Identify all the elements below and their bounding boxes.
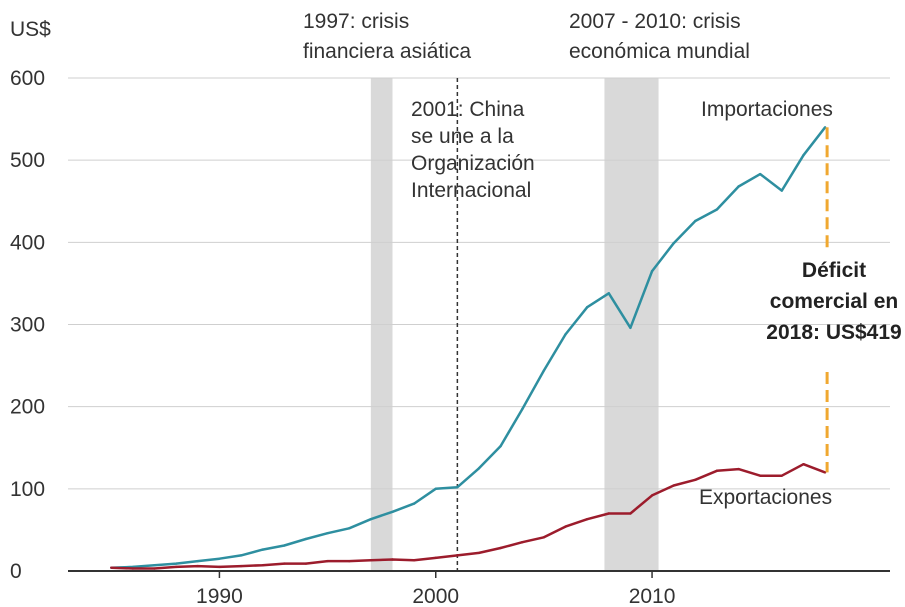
data-point-exportaciones	[802, 462, 805, 466]
y-tick-label: 200	[10, 396, 45, 419]
data-point-exportaciones	[564, 525, 567, 528]
data-point-exportaciones	[629, 512, 632, 515]
y-unit-label: US$	[10, 18, 51, 41]
data-point-exportaciones	[304, 562, 308, 565]
annotation-asian-crisis: financiera asiática	[303, 40, 471, 63]
y-tick-label: 600	[10, 67, 45, 90]
data-point-exportaciones	[672, 484, 675, 487]
series-label-importaciones: Importaciones	[701, 98, 833, 121]
axis-labels: US$ 0 100 200 300 400 500 600 1990 2000 2010	[10, 18, 675, 607]
data-point-exportaciones	[153, 567, 156, 570]
annotation-china-wto: Internacional	[411, 179, 531, 202]
data-point-exportaciones	[261, 564, 264, 567]
data-point-importaciones	[434, 487, 437, 491]
y-tick-label: 300	[10, 314, 45, 337]
y-tick-label: 100	[10, 478, 45, 501]
annotation-china-wto: 2001: China	[411, 98, 525, 121]
series-line-exportaciones	[111, 462, 826, 570]
data-point-exportaciones	[737, 467, 740, 471]
data-point-exportaciones	[239, 564, 243, 568]
data-point-importaciones	[456, 485, 459, 489]
deficit-label: 2018: US$419	[766, 321, 901, 344]
y-tick-label: 0	[10, 560, 22, 583]
data-point-importaciones	[326, 532, 329, 535]
data-point-importaciones	[391, 510, 394, 514]
data-point-exportaciones	[434, 556, 437, 560]
data-point-exportaciones	[456, 554, 459, 557]
data-point-importaciones	[629, 326, 632, 329]
series-label-exportaciones: Exportaciones	[699, 486, 832, 509]
data-point-importaciones	[715, 208, 719, 211]
data-point-exportaciones	[499, 546, 502, 550]
data-point-exportaciones	[477, 551, 481, 555]
data-point-exportaciones	[650, 494, 654, 497]
data-point-importaciones	[607, 292, 610, 295]
data-point-importaciones	[412, 502, 416, 505]
annotations: 1997: crisis financiera asiática 2007 - 20…	[303, 10, 833, 509]
data-point-importaciones	[521, 407, 524, 411]
data-point-exportaciones	[391, 558, 394, 561]
data-point-importaciones	[694, 219, 697, 223]
data-point-importaciones	[672, 241, 675, 245]
data-point-exportaciones	[607, 512, 610, 515]
data-point-exportaciones	[369, 559, 373, 562]
data-point-importaciones	[542, 369, 546, 372]
data-point-importaciones	[261, 548, 264, 551]
data-point-importaciones	[239, 554, 243, 557]
data-point-importaciones	[477, 467, 481, 470]
x-tick-label: 1990	[196, 585, 243, 607]
data-point-importaciones	[348, 527, 351, 530]
data-point-importaciones	[802, 154, 805, 157]
series-lines	[110, 126, 827, 570]
data-point-exportaciones	[110, 566, 113, 569]
annotation-china-wto: Organización	[411, 152, 535, 175]
x-tick-label: 2010	[629, 585, 676, 607]
data-point-exportaciones	[174, 565, 178, 569]
data-point-exportaciones	[326, 559, 329, 563]
gridlines	[68, 77, 890, 572]
y-tick-label: 500	[10, 149, 45, 172]
annotation-global-crisis: económica mundial	[569, 40, 750, 63]
annotation-china-wto: se une a la	[411, 125, 514, 148]
data-point-importaciones	[369, 518, 373, 521]
annotation-global-crisis: 2007 - 2010: crisis	[569, 10, 741, 33]
data-point-importaciones	[780, 189, 784, 192]
data-point-exportaciones	[521, 541, 524, 544]
data-point-exportaciones	[542, 536, 546, 539]
data-point-exportaciones	[131, 567, 135, 570]
data-point-importaciones	[759, 172, 762, 176]
data-point-exportaciones	[218, 565, 221, 569]
series-line-importaciones	[111, 126, 827, 569]
y-tick-label: 400	[10, 231, 45, 254]
data-point-importaciones	[153, 564, 156, 567]
data-point-exportaciones	[348, 559, 351, 563]
data-point-importaciones	[650, 269, 654, 273]
data-point-exportaciones	[196, 564, 199, 568]
data-point-exportaciones	[715, 469, 719, 472]
data-point-importaciones	[283, 544, 286, 547]
annotation-asian-crisis: 1997: crisis	[303, 10, 409, 33]
deficit-group: Déficit comercial en 2018: US$419	[766, 127, 902, 473]
deficit-label: comercial en	[770, 290, 898, 313]
data-point-importaciones	[564, 333, 567, 336]
data-point-importaciones	[174, 562, 178, 565]
data-point-importaciones	[304, 537, 308, 541]
data-point-importaciones	[585, 306, 589, 309]
data-point-importaciones	[196, 559, 199, 563]
data-point-exportaciones	[283, 562, 286, 565]
data-point-exportaciones	[585, 518, 589, 521]
x-tick-label: 2000	[412, 585, 459, 607]
data-point-exportaciones	[412, 559, 416, 562]
data-point-importaciones	[499, 444, 502, 448]
data-point-exportaciones	[759, 474, 762, 477]
data-point-exportaciones	[694, 478, 697, 481]
deficit-label: Déficit	[802, 259, 866, 282]
data-point-importaciones	[218, 557, 221, 560]
data-point-exportaciones	[780, 474, 784, 477]
data-point-importaciones	[737, 185, 740, 188]
